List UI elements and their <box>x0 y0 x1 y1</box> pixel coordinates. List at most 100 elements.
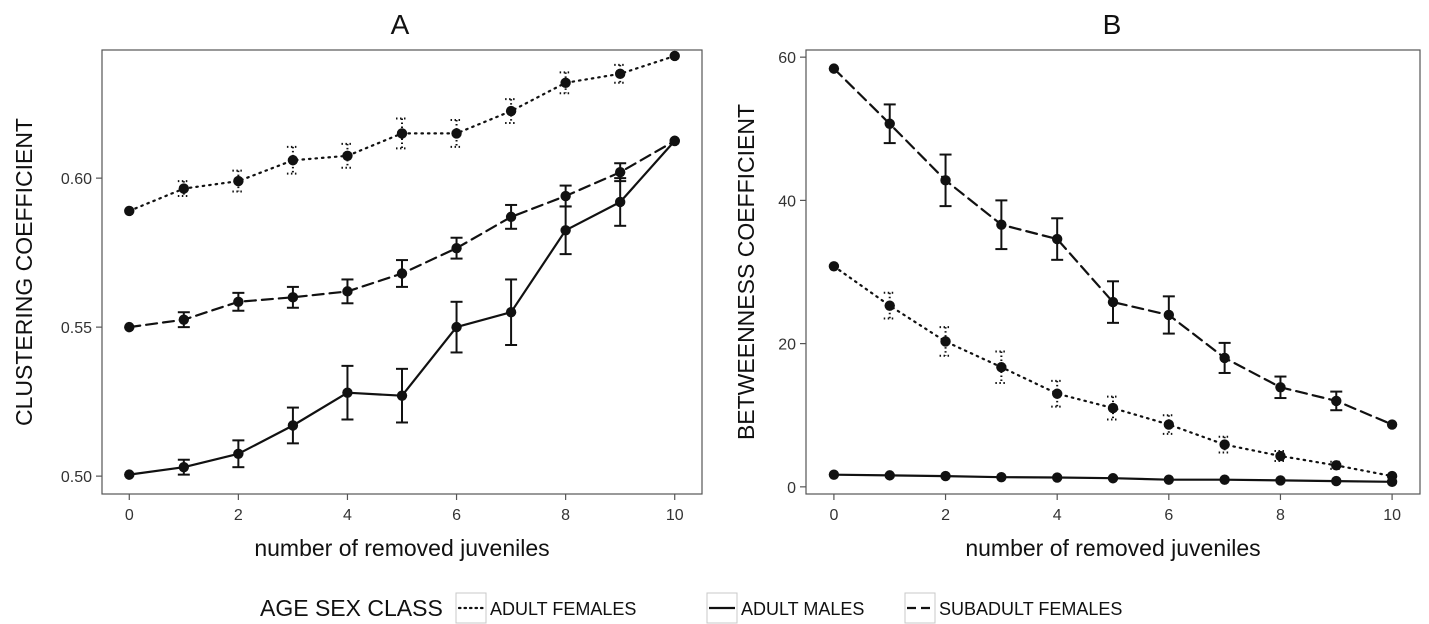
data-point <box>178 314 190 325</box>
series-line-dotted <box>832 265 1394 478</box>
data-point <box>884 300 895 311</box>
y-tick-label: 0 <box>787 480 796 497</box>
data-point <box>1107 402 1119 414</box>
data-point <box>233 296 244 307</box>
x-tick-label: 6 <box>452 507 461 524</box>
legend: AGE SEX CLASS ADULT FEMALES ADULT MALES … <box>260 592 1122 624</box>
data-point <box>233 448 244 459</box>
data-point <box>342 387 353 398</box>
y-axis-label: CLUSTERING COEFFICIENT <box>11 118 37 426</box>
data-point <box>1219 439 1230 450</box>
data-point <box>828 261 840 272</box>
data-point <box>233 175 244 187</box>
data-point <box>1275 475 1286 486</box>
data-point <box>1275 450 1286 462</box>
x-tick-label: 4 <box>343 507 352 524</box>
legend-title: AGE SEX CLASS <box>260 595 443 621</box>
y-tick-label: 0.60 <box>61 171 92 188</box>
x-tick-label: 0 <box>125 507 134 524</box>
data-point <box>1051 388 1063 399</box>
data-point <box>1163 309 1175 321</box>
data-point <box>1219 352 1230 364</box>
data-point <box>828 63 840 74</box>
data-point <box>287 292 299 303</box>
data-point <box>560 77 571 88</box>
data-point <box>940 175 951 186</box>
data-point <box>996 219 1007 230</box>
x-tick-label: 0 <box>829 507 838 524</box>
x-tick-label: 2 <box>234 507 243 524</box>
data-point <box>1386 476 1398 488</box>
x-tick-label: 2 <box>941 507 950 524</box>
data-point <box>505 211 517 223</box>
x-tick-label: 8 <box>561 507 570 524</box>
data-point <box>287 155 299 166</box>
legend-label: ADULT MALES <box>741 599 864 619</box>
y-tick-label: 40 <box>778 193 796 210</box>
data-point <box>996 362 1007 373</box>
data-point <box>1107 473 1119 484</box>
data-point <box>505 105 517 117</box>
panel-title: B <box>1103 9 1122 40</box>
legend-entry-adult-males: ADULT MALES <box>706 592 864 624</box>
plot-frame <box>805 49 1421 495</box>
data-point <box>1107 296 1119 308</box>
data-point <box>828 469 840 480</box>
data-point <box>669 50 680 62</box>
x-tick-label: 6 <box>1164 507 1173 524</box>
data-point <box>124 205 135 217</box>
data-point <box>451 242 462 254</box>
series-line-dashed <box>832 67 1394 426</box>
data-point <box>1331 395 1342 407</box>
legend-entry-subadult-females: SUBADULT FEMALES <box>904 592 1122 624</box>
y-tick-label: 0.50 <box>61 469 92 486</box>
data-point <box>560 225 571 236</box>
data-point <box>669 135 680 147</box>
data-point <box>884 118 895 129</box>
data-point <box>940 336 951 347</box>
data-point <box>287 420 299 431</box>
data-point <box>1163 419 1175 430</box>
x-tick-label: 10 <box>1383 507 1401 524</box>
data-point <box>884 470 895 481</box>
data-point <box>178 183 190 194</box>
y-tick-label: 0.55 <box>61 320 92 337</box>
data-point <box>342 150 353 161</box>
data-point <box>396 128 408 139</box>
data-point <box>614 166 626 178</box>
data-point <box>1163 474 1175 485</box>
y-axis-label: BETWEENNESS COEFFICIENT <box>733 104 759 440</box>
data-point <box>1051 472 1063 483</box>
legend-entry-adult-females: ADULT FEMALES <box>455 592 636 624</box>
legend-label: ADULT FEMALES <box>490 599 636 619</box>
data-point <box>1051 233 1063 245</box>
data-point <box>1331 460 1342 471</box>
legend-label: SUBADULT FEMALES <box>939 599 1122 619</box>
data-point <box>396 268 408 279</box>
data-point <box>1331 475 1342 487</box>
data-point <box>342 286 353 297</box>
data-point <box>451 128 462 139</box>
data-point <box>124 321 135 333</box>
x-axis-label: number of removed juveniles <box>965 535 1260 561</box>
data-point <box>614 68 626 80</box>
x-axis-label: number of removed juveniles <box>254 535 549 561</box>
data-point <box>1219 474 1230 485</box>
data-point <box>396 390 408 401</box>
data-point <box>560 190 571 202</box>
data-point <box>451 321 462 333</box>
x-tick-label: 8 <box>1276 507 1285 524</box>
data-point <box>940 470 951 482</box>
data-point <box>178 461 190 473</box>
data-point <box>505 307 517 318</box>
data-point <box>1386 419 1398 430</box>
data-point <box>1275 382 1286 393</box>
data-point <box>614 196 626 208</box>
y-tick-label: 60 <box>778 50 796 67</box>
y-tick-label: 20 <box>778 337 796 354</box>
x-tick-label: 10 <box>666 507 684 524</box>
x-tick-label: 4 <box>1053 507 1062 524</box>
data-point <box>996 471 1007 483</box>
panel-a: A number of removed juveniles CLUSTERING… <box>11 9 703 561</box>
